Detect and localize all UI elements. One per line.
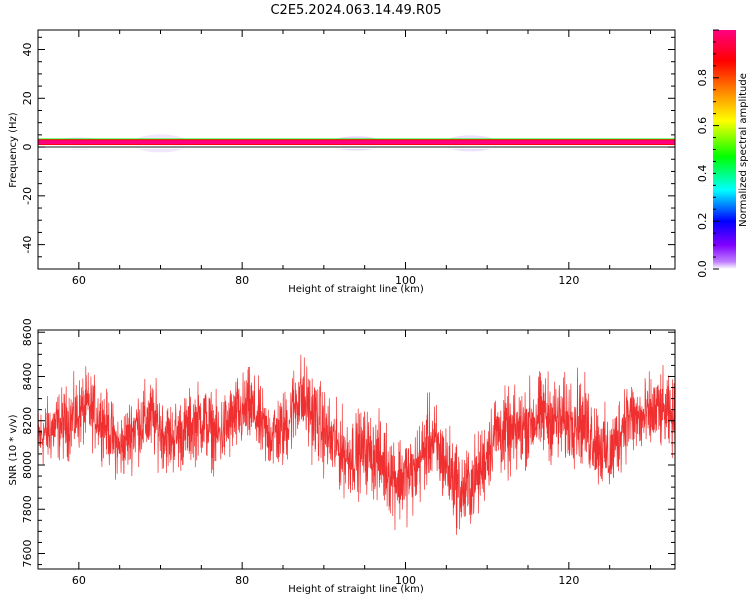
y-tick-label: 8000 [21, 451, 34, 479]
x-tick-label: 60 [72, 274, 86, 287]
spectrogram-ylabel: Frequency (Hz) [8, 112, 19, 188]
colorbar: 0.0 0.2 0.4 0.6 0.8 Normalized spectral ampl… [696, 29, 749, 278]
x-tick-label: 80 [235, 574, 249, 587]
x-tick-label: 120 [558, 574, 579, 587]
colorbar-tick-label: 0.4 [696, 165, 709, 183]
snr-series [38, 354, 675, 535]
snr-ylabel: SNR (10 * v/v) [8, 414, 19, 485]
figure-title: C2E5.2024.063.14.49.R05 [270, 3, 441, 18]
y-tick-label: 20 [21, 91, 34, 105]
snr-series-line [38, 354, 675, 535]
spectrogram-xlabel: Height of straight line (km) [288, 284, 424, 295]
colorbar-tick-label: 0.6 [696, 117, 709, 135]
spectral-band [38, 140, 675, 145]
x-tick-label: 100 [395, 274, 416, 287]
colorbar-bar [713, 30, 736, 269]
colorbar-label: Normalized spectral amplitude [738, 73, 749, 227]
y-tick-label: -40 [21, 236, 34, 254]
y-tick-label: -20 [21, 187, 34, 205]
spectrogram-bands [38, 134, 675, 153]
x-tick-label: 60 [72, 574, 86, 587]
y-tick-label: 8400 [21, 362, 34, 390]
spectrogram-ticks: 60 80 100 120 40 20 0 -20 -40 [21, 30, 675, 287]
x-tick-label: 100 [395, 574, 416, 587]
colorbar-tick-label: 0.8 [696, 69, 709, 87]
y-tick-label: 8600 [21, 318, 34, 346]
spectrogram-frame [37, 29, 676, 270]
y-tick-label: 7800 [21, 495, 34, 523]
snr-xlabel: Height of straight line (km) [288, 584, 424, 595]
colorbar-ticks: 0.0 0.2 0.4 0.6 0.8 [696, 29, 719, 278]
y-tick-label: 0 [21, 144, 34, 151]
colorbar-tick-label: 0.0 [696, 260, 709, 278]
y-tick-label: 40 [21, 43, 34, 57]
x-tick-label: 80 [235, 274, 249, 287]
x-tick-label: 120 [558, 274, 579, 287]
colorbar-tick-label: 0.2 [696, 212, 709, 230]
snr-frame [37, 329, 676, 570]
y-tick-label: 8200 [21, 407, 34, 435]
spectrogram-panel: 60 80 100 120 40 20 0 -20 -40 Height of straight… [8, 29, 676, 295]
snr-panel: 60 80 100 120 8600 8400 8200 8000 7800 7600 Heigh… [8, 318, 676, 595]
y-tick-label: 7600 [21, 540, 34, 568]
snr-ticks: 60 80 100 120 8600 8400 8200 8000 7800 7600 [21, 318, 675, 587]
